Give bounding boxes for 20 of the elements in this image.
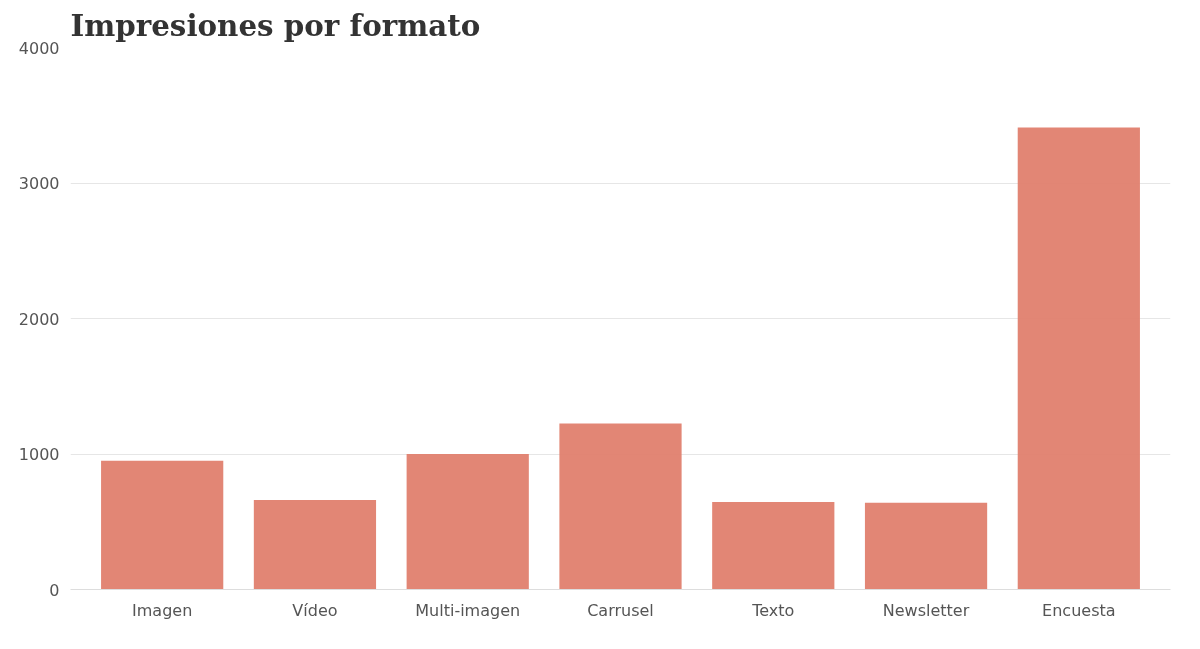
x-tick-label: Imagen [132,600,193,620]
bar [253,500,377,590]
x-tick-label: Vídeo [292,600,338,620]
y-tick-label: 4000 [18,38,60,58]
x-tick-label: Encuesta [1042,600,1116,620]
y-tick-label: 1000 [18,445,60,464]
x-tick-label: Multi-imagen [415,600,521,620]
y-tick-label: 3000 [18,174,60,193]
bar [864,502,988,590]
bar [101,460,224,590]
bar [712,502,835,590]
bar [559,423,682,590]
x-tick-label: Texto [751,600,795,620]
bar [1017,127,1140,590]
chart-title: Impresiones por formato [70,7,481,43]
x-tick-label: Newsletter [882,600,970,620]
y-tick-label: 0 [49,580,60,600]
y-tick-label: 2000 [18,309,60,329]
bar [406,454,529,590]
x-tick-label: Carrusel [587,600,654,620]
